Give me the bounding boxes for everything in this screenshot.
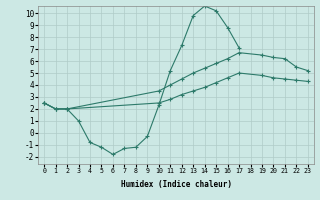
X-axis label: Humidex (Indice chaleur): Humidex (Indice chaleur) — [121, 180, 231, 189]
